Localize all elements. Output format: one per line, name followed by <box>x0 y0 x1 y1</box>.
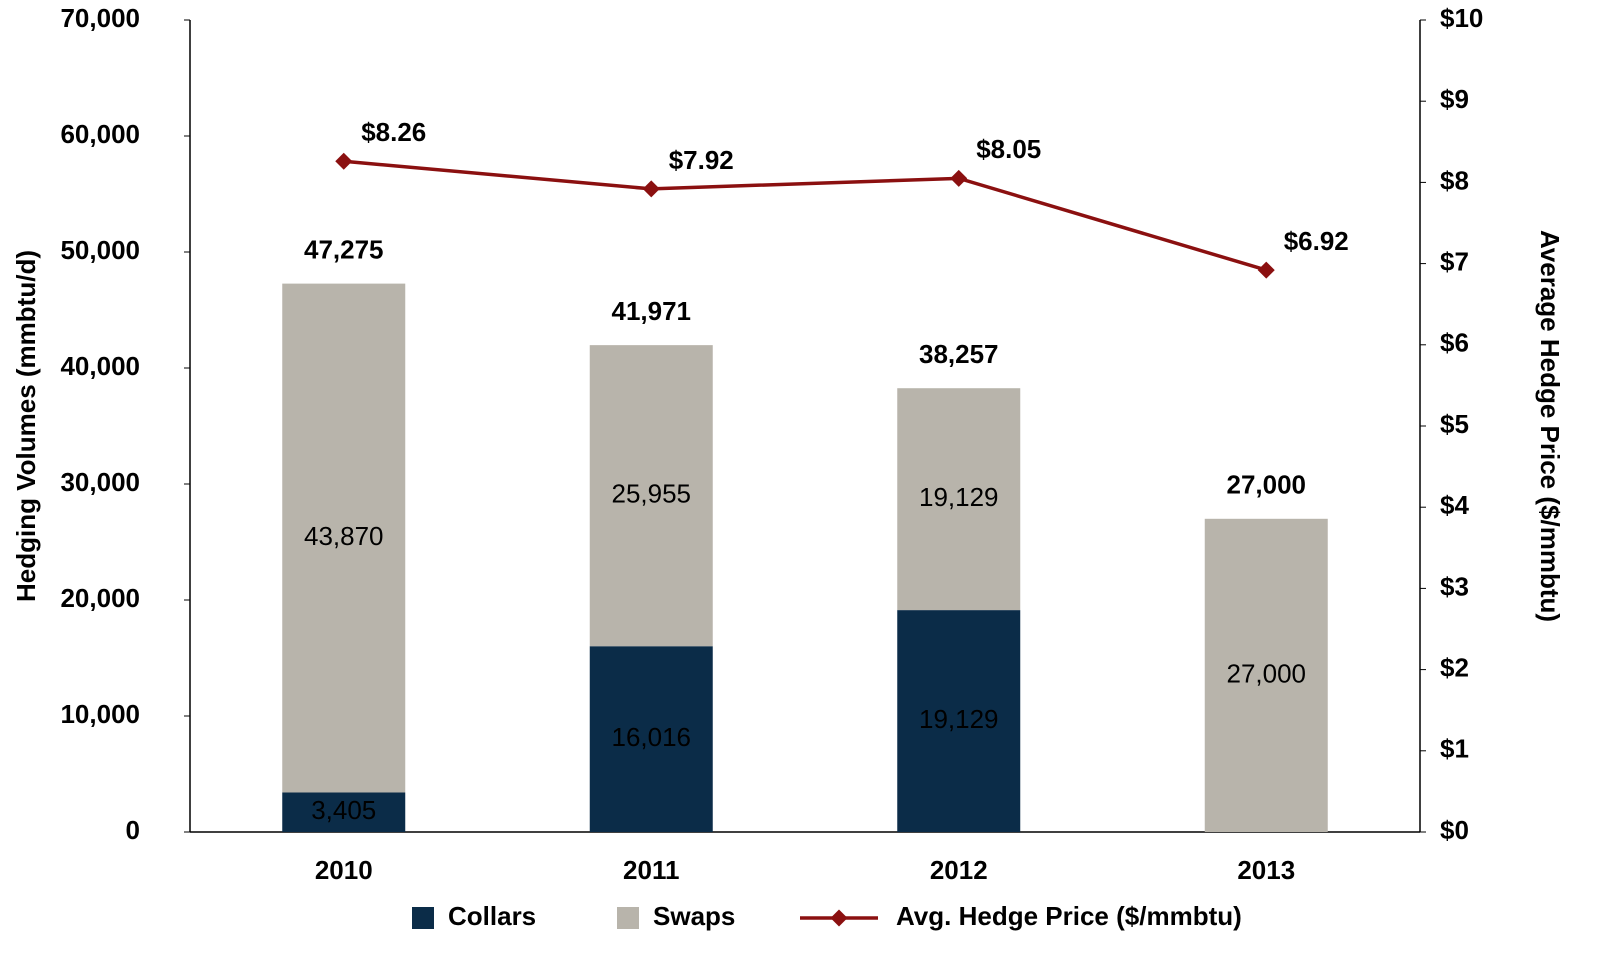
y2-tick-label: $10 <box>1440 3 1483 33</box>
legend-swatch <box>412 907 434 929</box>
y2-tick-label: $0 <box>1440 815 1469 845</box>
price-label: $8.05 <box>976 134 1041 164</box>
legend-label: Collars <box>448 901 536 931</box>
y2-tick-label: $1 <box>1440 734 1469 764</box>
bar-segment <box>897 388 1021 611</box>
y2-axis-title: Average Hedge Price ($/mmbtu) <box>1535 230 1565 622</box>
bar-label: 16,016 <box>611 722 691 752</box>
x-tick-label: 2013 <box>1237 855 1295 885</box>
bar-label: 25,955 <box>611 479 691 509</box>
bar-segment <box>282 283 406 793</box>
y-tick-label: 50,000 <box>60 235 140 265</box>
bar-label: 27,000 <box>1226 658 1306 688</box>
bar-segment <box>897 610 1021 832</box>
price-label: $7.92 <box>669 145 734 175</box>
total-label: 41,971 <box>611 296 691 326</box>
legend-label: Swaps <box>653 901 735 931</box>
y2-tick-label: $4 <box>1440 490 1469 520</box>
y-tick-label: 0 <box>126 815 140 845</box>
y-tick-label: 30,000 <box>60 467 140 497</box>
total-label: 47,275 <box>304 234 384 264</box>
bar-segment <box>589 646 713 832</box>
y-tick-label: 70,000 <box>60 3 140 33</box>
y2-tick-label: $9 <box>1440 84 1469 114</box>
bar-label: 3,405 <box>311 795 376 825</box>
x-tick-label: 2012 <box>930 855 988 885</box>
price-point <box>950 169 968 187</box>
legend-marker <box>830 909 848 927</box>
y2-tick-label: $3 <box>1440 571 1469 601</box>
y2-tick-label: $7 <box>1440 246 1469 276</box>
y-axis-title: Hedging Volumes (mmbtu/d) <box>11 250 41 602</box>
y-tick-label: 40,000 <box>60 351 140 381</box>
price-label: $8.26 <box>361 117 426 147</box>
bar-segment <box>589 345 713 647</box>
y-tick-label: 10,000 <box>60 699 140 729</box>
legend-swatch <box>617 907 639 929</box>
total-label: 27,000 <box>1226 470 1306 500</box>
price-label: $6.92 <box>1284 226 1349 256</box>
x-tick-label: 2010 <box>315 855 373 885</box>
y2-tick-label: $5 <box>1440 409 1469 439</box>
legend-label: Avg. Hedge Price ($/mmbtu) <box>896 901 1242 931</box>
x-tick-label: 2011 <box>623 855 679 885</box>
y2-tick-label: $8 <box>1440 165 1469 195</box>
bar-label: 43,870 <box>304 521 384 551</box>
price-point <box>642 180 660 198</box>
bar-segment <box>282 792 406 832</box>
price-point <box>1257 261 1275 279</box>
y-tick-label: 60,000 <box>60 119 140 149</box>
total-label: 38,257 <box>919 339 999 369</box>
y2-tick-label: $6 <box>1440 328 1469 358</box>
y-tick-label: 20,000 <box>60 583 140 613</box>
bar-label: 19,129 <box>919 704 999 734</box>
y2-tick-label: $2 <box>1440 652 1469 682</box>
bar-segment <box>1204 518 1328 832</box>
bar-label: 19,129 <box>919 482 999 512</box>
price-line <box>343 159 1267 272</box>
price-point <box>335 152 353 170</box>
